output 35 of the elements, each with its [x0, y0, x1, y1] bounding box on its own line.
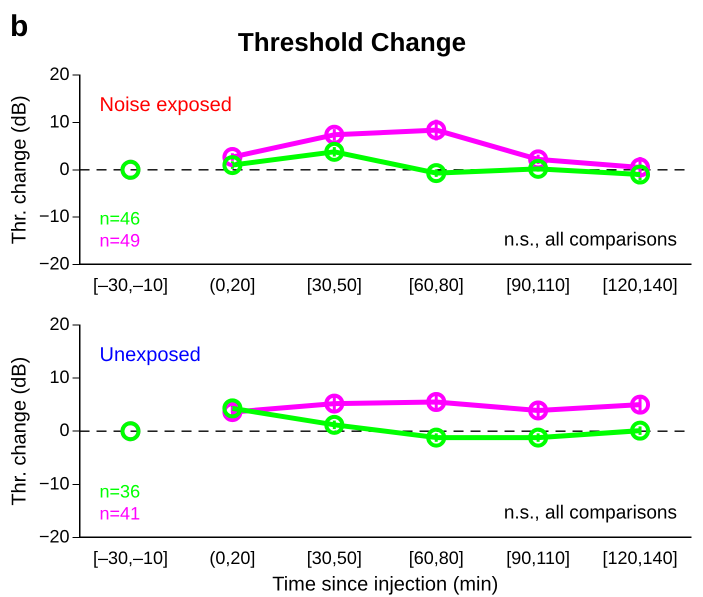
annotation: n.s., all comparisons: [504, 229, 677, 250]
x-tick-label: [90,110]: [506, 548, 570, 568]
chart-title: Threshold Change: [238, 26, 466, 57]
text: n=36: [100, 481, 140, 502]
y-axis-title: Thr. change (dB): [8, 356, 31, 506]
y-tick-label: 20: [50, 64, 70, 84]
text: n=41: [100, 503, 140, 524]
y-tick-label: 10: [50, 111, 70, 132]
annotation: n.s., all comparisons: [504, 502, 677, 524]
y-tick-label: 0: [60, 420, 70, 440]
x-tick-label: [90,110]: [506, 275, 570, 296]
x-tick-label: [60,80]: [408, 275, 464, 296]
text: n=46: [100, 208, 140, 228]
y-tick-label: 20: [50, 314, 70, 334]
y-tick-label: −20: [38, 526, 70, 546]
x-tick-label: [120,140]: [602, 548, 678, 568]
x-tick-label: [60,80]: [408, 548, 464, 568]
x-tick-label: [30,50]: [306, 275, 362, 296]
x-tick-label: (0,20]: [209, 275, 256, 296]
x-axis-title: Time since injection (min): [272, 574, 498, 596]
y-tick-label: 10: [50, 367, 70, 388]
y-tick-label: −10: [38, 206, 70, 226]
x-tick-label: (0,20]: [209, 548, 256, 568]
annotation: Unexposed: [100, 344, 201, 366]
x-tick-label: [–30,–10]: [92, 275, 168, 296]
text: b: [10, 10, 28, 43]
x-tick-label: [120,140]: [602, 275, 678, 296]
y-tick-label: −20: [38, 253, 70, 274]
x-tick-label: [–30,–10]: [92, 548, 168, 568]
y-tick-label: −10: [38, 473, 70, 494]
text: n=49: [100, 230, 140, 250]
y-axis-title: Thr. change (dB): [8, 95, 31, 244]
annotation: Noise exposed: [100, 94, 232, 116]
y-tick-label: 0: [60, 158, 70, 179]
x-tick-label: [30,50]: [306, 548, 362, 568]
